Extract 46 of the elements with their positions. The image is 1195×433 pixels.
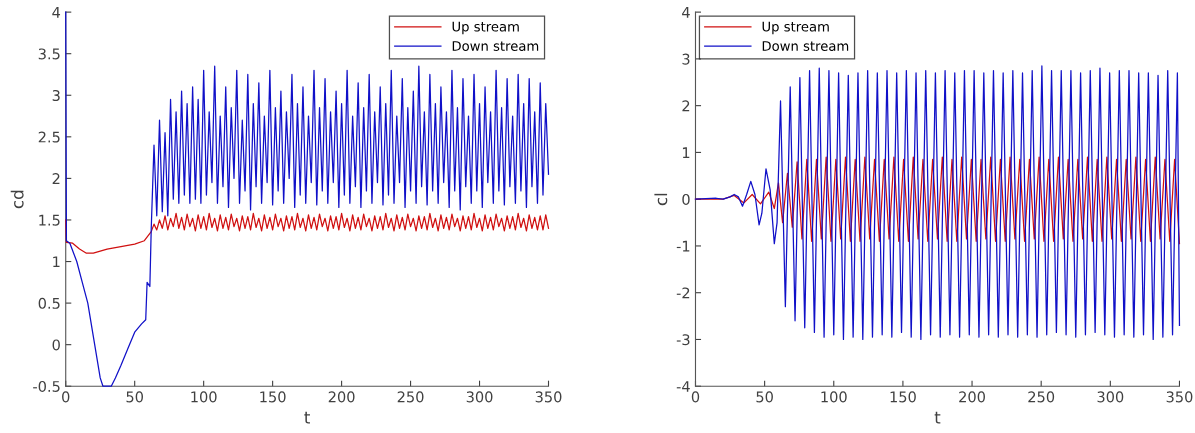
x-tick-label: 300 (1097, 391, 1124, 403)
x-tick-label: 150 (260, 391, 286, 403)
legend-label: Up stream (452, 21, 519, 35)
y-tick-label: -2 (676, 287, 690, 299)
x-tick-label: 150 (890, 391, 916, 403)
y-tick-label: 4 (682, 7, 690, 18)
x-tick-label: 350 (1166, 391, 1193, 403)
line-series (65, 11, 550, 387)
x-tick-label: 0 (62, 391, 70, 403)
y-tick-label: 1.5 (39, 214, 60, 226)
y-tick-label: -3 (676, 334, 690, 346)
x-tick-label: 50 (756, 391, 773, 403)
line-series (65, 212, 550, 254)
y-tick-label: 3.5 (38, 48, 60, 60)
x-tick-label: 250 (1028, 391, 1055, 403)
y-tick-label: 3 (682, 53, 690, 65)
legend-label: Down stream (452, 41, 539, 51)
y-axis-title: cd (10, 190, 24, 209)
x-axis-title: t (934, 411, 941, 424)
x-tick-label: 0 (691, 391, 700, 403)
y-tick-label: 2.5 (38, 131, 60, 143)
x-tick-label: 100 (191, 391, 217, 403)
x-tick-label: 350 (535, 391, 562, 403)
x-tick-label: 200 (959, 391, 985, 403)
y-tick-label: 4 (52, 7, 61, 18)
x-tick-label: 50 (126, 391, 143, 403)
y-tick-label: -1 (676, 240, 690, 252)
x-axis-title: t (304, 411, 310, 424)
x-tick-label: 100 (821, 391, 847, 403)
x-tick-label: 200 (328, 391, 355, 403)
x-tick-label: 300 (466, 391, 493, 403)
y-tick-label: 0 (682, 193, 690, 205)
y-axis-title: cl (654, 193, 668, 206)
x-tick-label: 250 (397, 391, 424, 403)
y-tick-label: 1 (682, 147, 690, 158)
y-tick-label: 0.5 (38, 297, 60, 309)
legend-label: Up stream (762, 21, 829, 35)
y-tick-label: -4 (676, 381, 690, 392)
line-series (694, 65, 1181, 341)
y-tick-label: -0.5 (33, 380, 60, 392)
legend-label: Down stream (762, 41, 849, 51)
y-tick-label: 0 (52, 339, 60, 351)
y-tick-label: 3 (52, 89, 60, 102)
y-tick-label: 2 (682, 100, 690, 112)
y-tick-label: 1 (53, 256, 60, 268)
y-tick-label: 2 (52, 173, 60, 184)
